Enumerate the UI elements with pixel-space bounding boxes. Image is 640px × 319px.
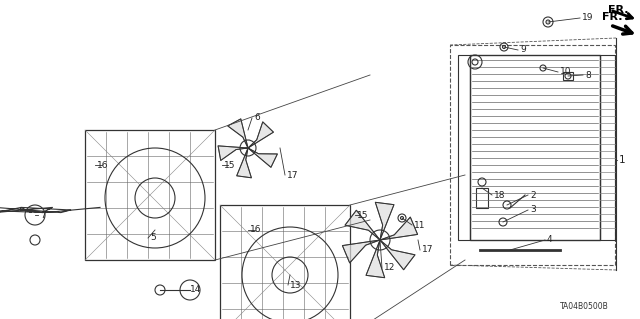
Text: FR.: FR. (602, 12, 623, 22)
Text: 15: 15 (357, 211, 369, 219)
Polygon shape (218, 146, 248, 160)
Polygon shape (380, 217, 417, 240)
Text: 18: 18 (494, 190, 506, 199)
Text: 14: 14 (190, 286, 202, 294)
Text: 4: 4 (547, 235, 552, 244)
Polygon shape (380, 240, 415, 270)
Text: 13: 13 (290, 280, 301, 290)
Text: 9: 9 (520, 46, 525, 55)
Polygon shape (366, 240, 385, 278)
Bar (220, 205, 350, 319)
Polygon shape (375, 202, 394, 240)
Bar (600, 55, 615, 240)
Text: 1: 1 (619, 155, 626, 165)
Text: 19: 19 (582, 13, 593, 23)
Text: 5: 5 (150, 234, 156, 242)
Text: 12: 12 (384, 263, 396, 272)
Text: TA04B0500B: TA04B0500B (560, 302, 609, 311)
Polygon shape (248, 148, 277, 167)
Text: 16: 16 (250, 226, 262, 234)
Text: 16: 16 (97, 160, 109, 169)
Text: 3: 3 (530, 205, 536, 214)
Polygon shape (237, 148, 252, 178)
Text: 10: 10 (560, 68, 572, 77)
Text: 17: 17 (422, 246, 433, 255)
Text: 2: 2 (530, 190, 536, 199)
Text: 15: 15 (224, 160, 236, 169)
Polygon shape (342, 240, 380, 263)
Polygon shape (345, 210, 380, 240)
Bar (458, 55, 470, 240)
Polygon shape (248, 122, 273, 148)
Text: 11: 11 (414, 220, 426, 229)
Text: 8: 8 (585, 70, 591, 79)
Text: 6: 6 (254, 114, 260, 122)
Bar (563, 72, 573, 80)
Bar (476, 188, 488, 208)
Text: 17: 17 (287, 170, 298, 180)
Text: 7: 7 (40, 211, 45, 219)
Bar (85, 130, 215, 260)
Text: FR.: FR. (608, 5, 628, 15)
Bar (470, 55, 600, 240)
Bar (450, 45, 615, 265)
Polygon shape (228, 119, 248, 148)
